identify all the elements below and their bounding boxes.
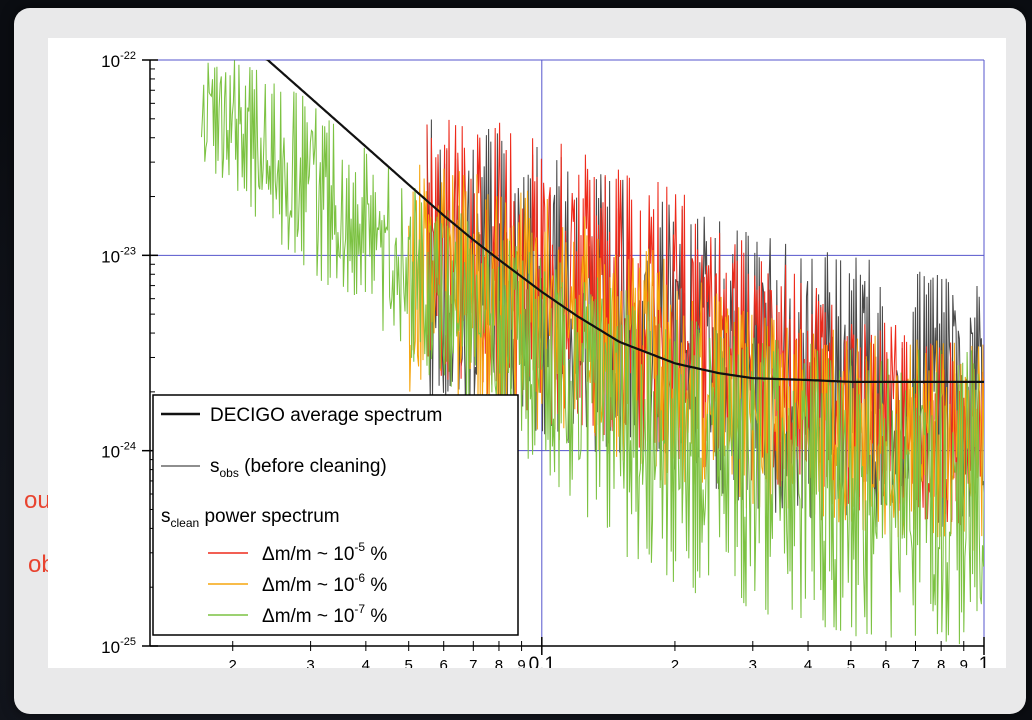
legend-dm5-exp: -5 [354,540,365,554]
legend-box [152,394,519,636]
y-tick-label: 10-24 [101,441,136,462]
x-minor-tick-label: 5 [847,657,855,668]
legend-dm6-exp: -6 [354,571,365,585]
series-path [426,119,984,526]
x-minor-tick-label: 7 [911,657,919,668]
legend-sclean-sub: clean [171,516,200,530]
x-minor-tick-label: 7 [469,657,477,668]
legend-dm7-suffix: % [365,606,387,627]
x-minor-tick-label: 4 [804,657,812,668]
x-minor-tick-label: 6 [882,657,890,668]
series-red [426,119,984,526]
legend-heading-sclean: sclean power spectrum [161,506,340,530]
y-tick-base: 10 [101,52,120,71]
y-tick-base: 10 [101,247,120,266]
legend-sobs-sub: obs [220,466,239,480]
legend-sclean-rest: power spectrum [199,506,339,527]
x-minor-tick-label: 6 [440,657,448,668]
legend-label-dm7: Δm/m ~ 10-7 % [262,602,387,627]
legend-dm7-prefix: Δm/m ~ 10 [262,606,354,627]
y-tick-exp: -25 [120,636,136,648]
legend-label-dm6: Δm/m ~ 10-6 % [262,571,387,596]
y-tick-exp: -24 [120,441,136,453]
y-tick-label: 10-25 [101,636,136,657]
legend-sobs-rest: (before cleaning) [239,456,387,477]
x-minor-tick-label: 4 [362,657,370,668]
y-tick-exp: -22 [120,50,136,62]
legend: DECIGO average spectrum sobs (before cle… [152,394,519,636]
x-minor-tick-label: 8 [495,657,503,668]
legend-dm6-suffix: % [365,575,387,596]
legend-dm6-prefix: Δm/m ~ 10 [262,575,354,596]
legend-sclean-main: s [161,506,171,527]
y-tick-label: 10-22 [101,50,136,71]
series-green [200,60,984,645]
x-minor-tick-label: 9 [517,657,525,668]
y-tick-base: 10 [101,443,120,462]
legend-label-decigo: DECIGO average spectrum [210,405,442,426]
x-minor-tick-label: 5 [405,657,413,668]
x-minor-tick-label: 2 [671,657,679,668]
legend-dm5-prefix: Δm/m ~ 10 [262,544,354,565]
legend-dm7-exp: -7 [354,602,365,616]
x-minor-tick-label: 3 [749,657,757,668]
x-minor-tick-label: 8 [937,657,945,668]
plot-panel: 10-22 10-23 10-24 10-25 0.1 1 2 3 4 5 6 7 8 9 2 3 4 5 6 7 8 9… [48,38,1006,675]
series-path [200,60,984,645]
series-decigo-line [265,60,984,383]
legend-sobs-main: s [210,456,220,477]
legend-label-sobs: sobs (before cleaning) [210,456,387,480]
x-minor-tick-label: 3 [306,657,314,668]
y-tick-base: 10 [101,638,120,657]
legend-label-dm5: Δm/m ~ 10-5 % [262,540,387,565]
x-major-tick-label: 0.1 [529,654,555,668]
y-tick-label: 10-23 [101,245,136,266]
y-tick-exp: -23 [120,245,136,257]
spectrum-series [200,60,984,645]
x-minor-tick-label: 2 [229,657,237,668]
legend-dm5-suffix: % [365,544,387,565]
x-minor-tick-label: 9 [960,657,968,668]
x-major-tick-label: 1 [979,654,990,668]
